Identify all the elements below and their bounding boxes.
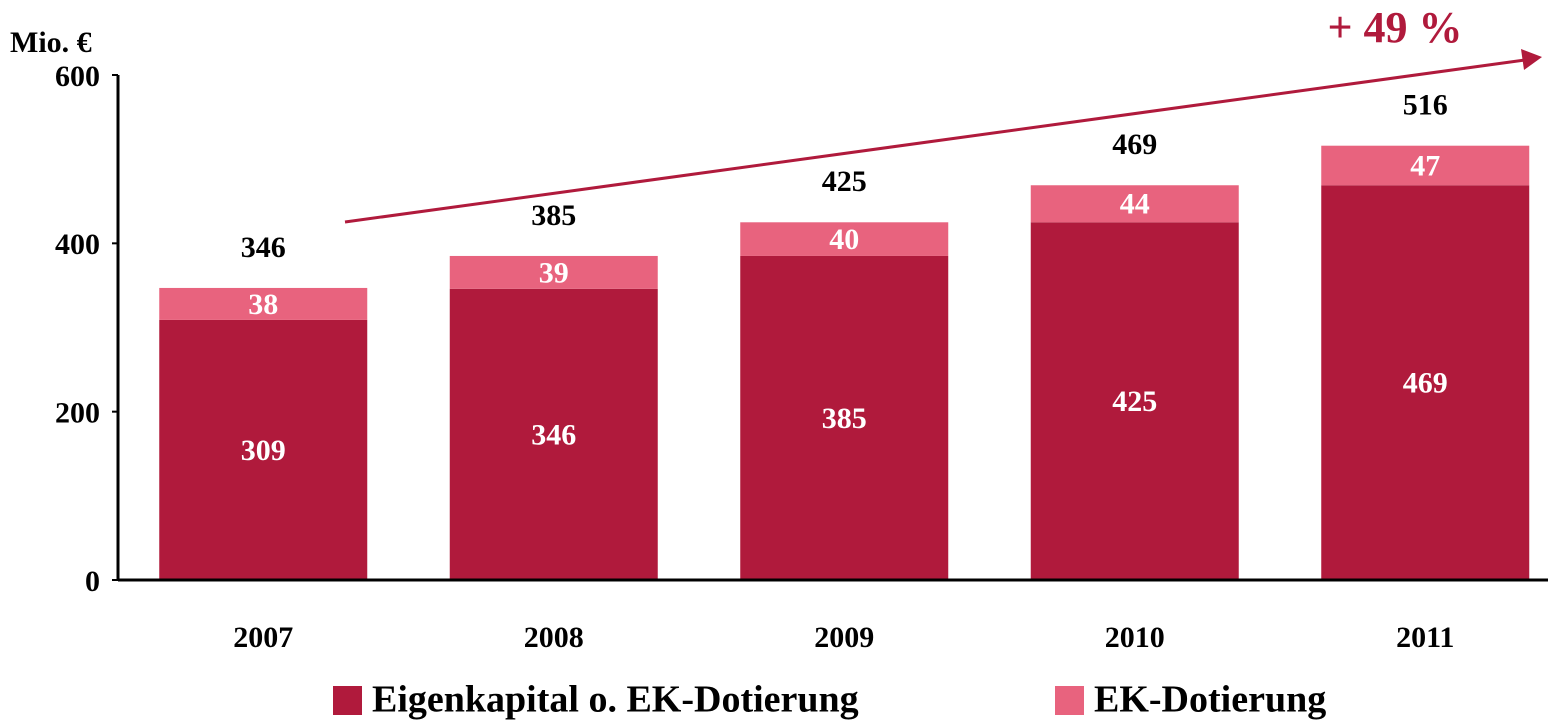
x-tick-label: 2010: [1105, 621, 1165, 654]
total-label: 346: [241, 231, 286, 264]
bar-segment: [1030, 185, 1239, 223]
y-axis-label: Mio. €: [10, 26, 92, 59]
value-label: 425: [1112, 385, 1157, 418]
x-tick-label: 2009: [814, 621, 874, 654]
y-tick-label: 0: [85, 565, 100, 598]
bar-segment: [1030, 222, 1239, 580]
legend-label: EK-Dotierung: [1094, 679, 1326, 721]
value-label: 385: [822, 402, 867, 435]
x-tick-label: 2007: [233, 621, 293, 654]
bar-segment: [449, 288, 658, 580]
bar-segment: [1321, 185, 1530, 580]
bar-segment: [449, 255, 658, 289]
value-label: 346: [531, 418, 576, 451]
total-label: 516: [1403, 89, 1448, 122]
legend-swatch: [1055, 686, 1084, 715]
total-label: 385: [531, 199, 576, 232]
annotation: + 49 %: [1327, 3, 1462, 52]
y-tick-label: 600: [55, 60, 100, 93]
x-tick-label: 2011: [1396, 621, 1454, 654]
value-label: 38: [248, 288, 278, 321]
y-tick-label: 400: [55, 228, 100, 261]
value-label: 40: [829, 223, 859, 256]
value-label: 39: [539, 256, 569, 289]
legend-swatch: [333, 686, 362, 715]
value-label: 47: [1410, 149, 1440, 182]
total-label: 469: [1112, 128, 1157, 161]
total-label: 425: [822, 165, 867, 198]
x-tick-label: 2008: [524, 621, 584, 654]
trend-arrow: [344, 58, 1526, 224]
arrow-head: [1521, 49, 1542, 70]
value-label: 309: [241, 434, 286, 467]
bar-segment: [1321, 145, 1530, 186]
bar-segment: [159, 287, 368, 320]
value-label: 469: [1403, 367, 1448, 400]
bar-segment: [159, 319, 368, 580]
bar-segment: [740, 255, 949, 581]
bar-segment: [740, 222, 949, 256]
value-label: 44: [1120, 188, 1150, 221]
y-tick-label: 200: [55, 397, 100, 430]
legend-label: Eigenkapital o. EK-Dotierung: [372, 679, 859, 721]
